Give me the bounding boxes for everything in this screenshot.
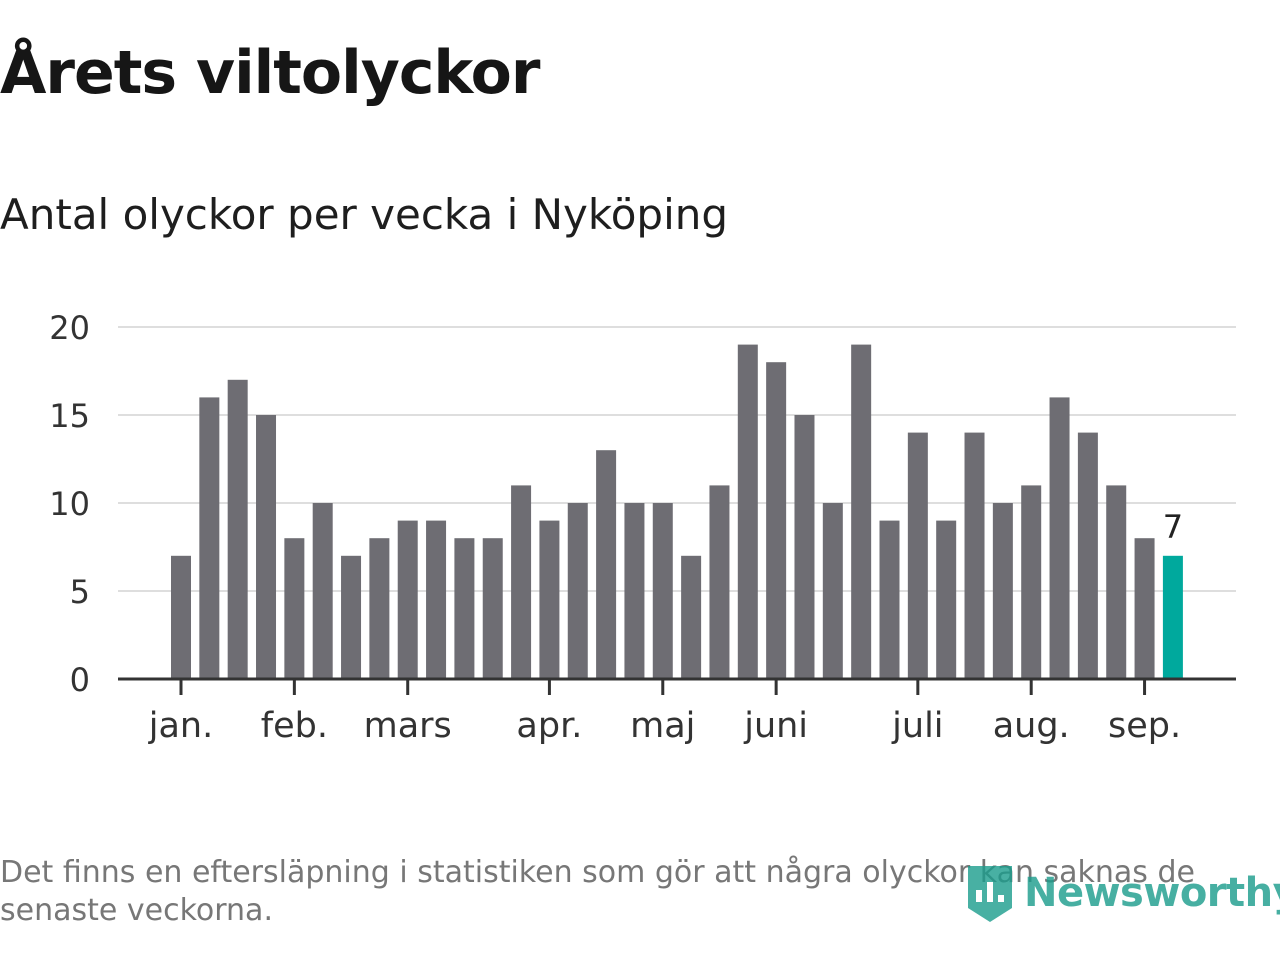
newsworthy-logo-icon <box>968 866 1012 922</box>
x-tick-label: sep. <box>1108 706 1181 746</box>
bar <box>794 415 815 679</box>
bar <box>907 432 928 679</box>
data-labels: 7 <box>1163 508 1183 546</box>
bar <box>539 520 560 679</box>
bar <box>1049 397 1070 679</box>
bar <box>1162 555 1183 679</box>
y-tick-label: 10 <box>49 485 90 523</box>
bar <box>426 520 447 679</box>
bar <box>511 485 532 679</box>
bar <box>1106 485 1127 679</box>
bar <box>652 503 673 679</box>
x-tick-label: maj <box>630 706 695 746</box>
newsworthy-logo-text: Newsworthy <box>1024 870 1280 916</box>
bar <box>992 503 1013 679</box>
x-tick-label: apr. <box>516 706 582 746</box>
x-tick-label: mars <box>364 706 452 746</box>
data-label-last-week: 7 <box>1163 508 1183 546</box>
bar <box>709 485 730 679</box>
bar <box>596 450 617 679</box>
bars <box>171 344 1183 679</box>
bar <box>1021 485 1042 679</box>
bar <box>964 432 985 679</box>
bar <box>1134 538 1155 679</box>
bar <box>199 397 220 679</box>
bar <box>879 520 900 679</box>
newsworthy-logo: Newsworthy <box>964 858 1280 928</box>
y-tick-label: 0 <box>70 661 90 699</box>
x-tick-label: juli <box>891 706 943 746</box>
x-tick-label: aug. <box>993 706 1070 746</box>
bar <box>369 538 390 679</box>
bar <box>851 344 872 679</box>
chart-subtitle: Antal olyckor per vecka i Nyköping <box>0 190 729 239</box>
bar <box>341 555 362 679</box>
bar <box>681 555 702 679</box>
bar <box>171 555 191 679</box>
bar <box>256 415 277 679</box>
x-tick-label: jan. <box>148 706 213 746</box>
chart-title: Årets viltolyckor <box>0 38 540 108</box>
bar <box>1077 432 1098 679</box>
bar <box>454 538 475 679</box>
bar-chart: 0 5 10 15 20 jan. feb. mars apr. maj juni juli aug.… <box>49 309 1236 746</box>
bar <box>312 503 333 679</box>
bar <box>624 503 645 679</box>
x-tick-label: feb. <box>261 706 328 746</box>
bar <box>936 520 957 679</box>
bar <box>567 503 588 679</box>
x-axis-ticks: jan. feb. mars apr. maj juni juli aug. sep. <box>148 679 1181 746</box>
bar <box>737 344 758 679</box>
y-tick-label: 5 <box>70 573 90 611</box>
bar <box>397 520 418 679</box>
bar <box>822 503 843 679</box>
y-tick-label: 15 <box>49 397 90 435</box>
y-tick-label: 20 <box>49 309 90 347</box>
bar <box>482 538 503 679</box>
bar <box>227 379 248 679</box>
bar <box>766 362 787 679</box>
y-axis-tick-labels: 0 5 10 15 20 <box>49 309 90 699</box>
x-tick-label: juni <box>743 706 808 746</box>
bar <box>284 538 305 679</box>
